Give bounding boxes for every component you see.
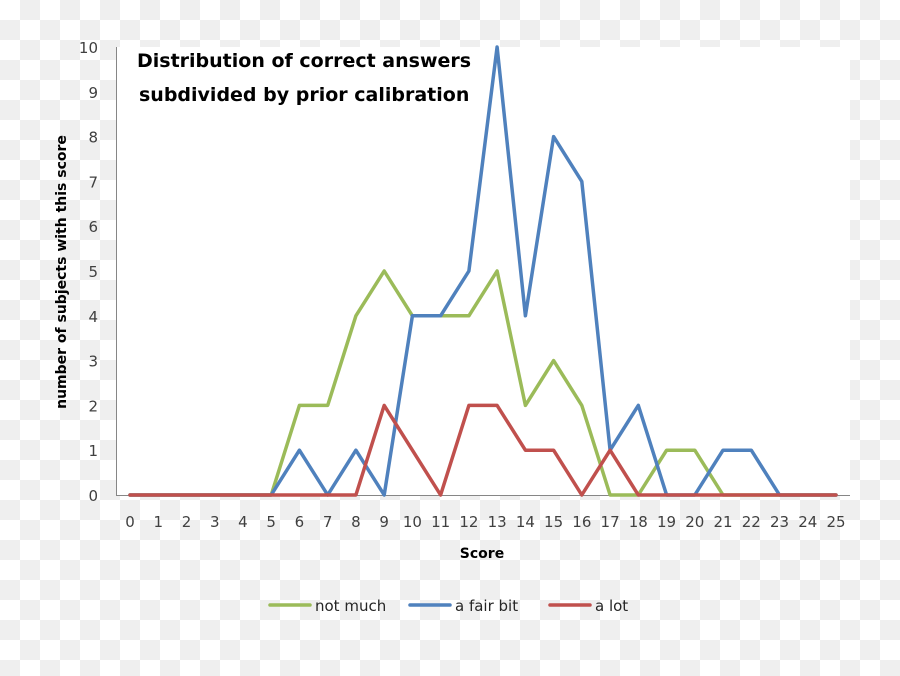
x-tick-label: 3 xyxy=(210,513,220,531)
plot-area xyxy=(116,47,850,495)
y-axis-title: number of subjects with this score xyxy=(54,135,70,409)
x-tick-label: 14 xyxy=(516,513,535,531)
x-tick-label: 16 xyxy=(572,513,591,531)
legend: not much a fair bit a lot xyxy=(268,597,628,615)
y-tick-label: 3 xyxy=(88,353,98,371)
legend-label: a lot xyxy=(595,597,628,615)
legend-item-a-lot: a lot xyxy=(548,597,628,615)
x-tick-label: 24 xyxy=(798,513,817,531)
x-tick-label: 2 xyxy=(182,513,192,531)
x-tick-label: 9 xyxy=(379,513,389,531)
x-tick-label: 22 xyxy=(742,513,761,531)
x-tick-label: 12 xyxy=(459,513,478,531)
y-tick-label: 8 xyxy=(88,129,98,147)
x-tick-label: 10 xyxy=(403,513,422,531)
x-tick-label: 13 xyxy=(488,513,507,531)
y-tick-label: 5 xyxy=(88,263,98,281)
y-tick-label: 10 xyxy=(79,39,98,57)
y-tick-label: 2 xyxy=(88,397,98,415)
x-tick-label: 20 xyxy=(685,513,704,531)
legend-label: not much xyxy=(315,597,386,615)
x-tick-label: 19 xyxy=(657,513,676,531)
x-tick-label: 21 xyxy=(713,513,732,531)
chart-title-line-2: subdivided by prior calibration xyxy=(139,84,469,106)
series-line-a-lot xyxy=(128,403,838,497)
x-tick-label: 25 xyxy=(826,513,845,531)
x-axis-title: Score xyxy=(460,546,504,562)
x-tick-label: 8 xyxy=(351,513,361,531)
y-tick-label: 0 xyxy=(88,487,98,505)
legend-item-not-much: not much xyxy=(268,597,386,615)
x-tick-label: 23 xyxy=(770,513,789,531)
y-tick-label: 9 xyxy=(88,84,98,102)
x-tick-label: 6 xyxy=(295,513,305,531)
x-tick-label: 18 xyxy=(629,513,648,531)
y-tick-label: 4 xyxy=(88,308,98,326)
y-axis-ticks: 0 1 2 3 4 5 6 7 8 9 10 xyxy=(79,39,98,505)
x-tick-label: 4 xyxy=(238,513,248,531)
x-axis-ticks: 0 1 2 3 4 5 6 7 8 9 10 11 12 13 14 15 16 17 18 19 20 21 22 23 24… xyxy=(125,513,845,531)
y-tick-label: 6 xyxy=(88,218,98,236)
x-tick-label: 7 xyxy=(323,513,333,531)
x-tick-label: 1 xyxy=(153,513,163,531)
series-lines xyxy=(128,45,838,497)
y-tick-label: 1 xyxy=(88,442,98,460)
x-tick-label: 17 xyxy=(601,513,620,531)
x-tick-label: 5 xyxy=(266,513,276,531)
legend-label: a fair bit xyxy=(455,597,518,615)
x-tick-label: 11 xyxy=(431,513,450,531)
x-tick-label: 0 xyxy=(125,513,135,531)
x-tick-label: 15 xyxy=(544,513,563,531)
legend-item-a-fair-bit: a fair bit xyxy=(408,597,518,615)
chart-title-line-1: Distribution of correct answers xyxy=(137,50,471,72)
y-tick-label: 7 xyxy=(88,173,98,191)
